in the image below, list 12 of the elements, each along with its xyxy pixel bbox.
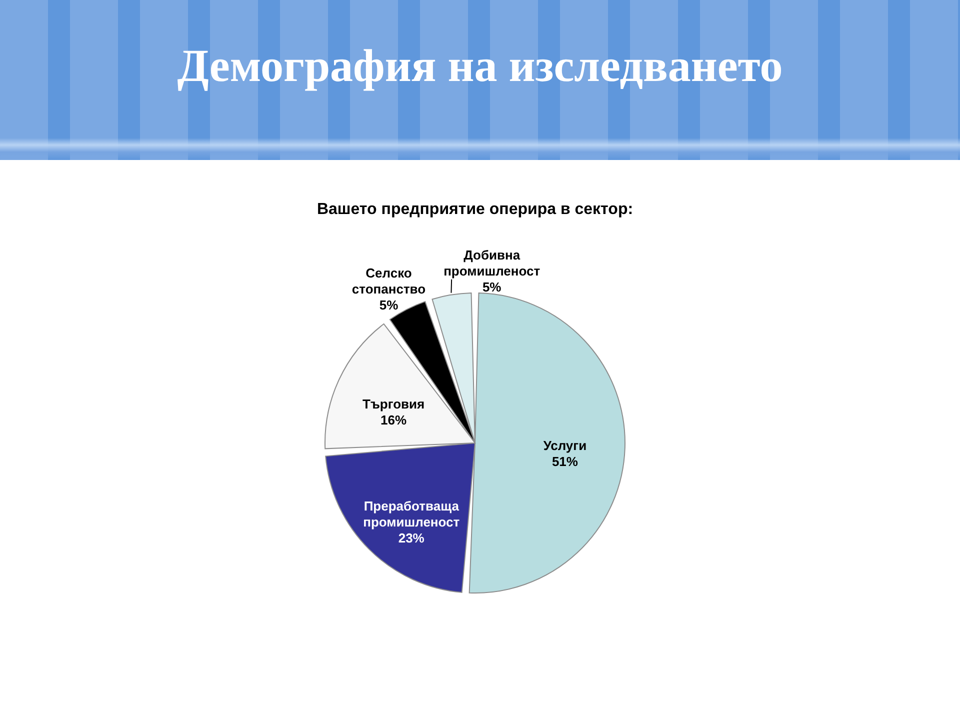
slice-label: Услуги <box>543 438 587 453</box>
chart-title: Демография на изследването <box>176 39 784 93</box>
slice-label: Търговия <box>362 396 425 412</box>
slice-label: Преработваща промишленост <box>363 498 460 530</box>
data-label: 16% <box>380 412 408 428</box>
chart-subtitle: Вашето предприятие оперира в сектор: <box>316 201 634 218</box>
data-label: 23% <box>398 530 425 546</box>
data-label: 51% <box>552 454 578 469</box>
slice-label: Селско стопанство <box>352 266 426 297</box>
data-label: 5% <box>379 298 399 313</box>
slice-label: Добивна промишленост <box>444 247 540 278</box>
data-label: 5% <box>482 279 502 294</box>
